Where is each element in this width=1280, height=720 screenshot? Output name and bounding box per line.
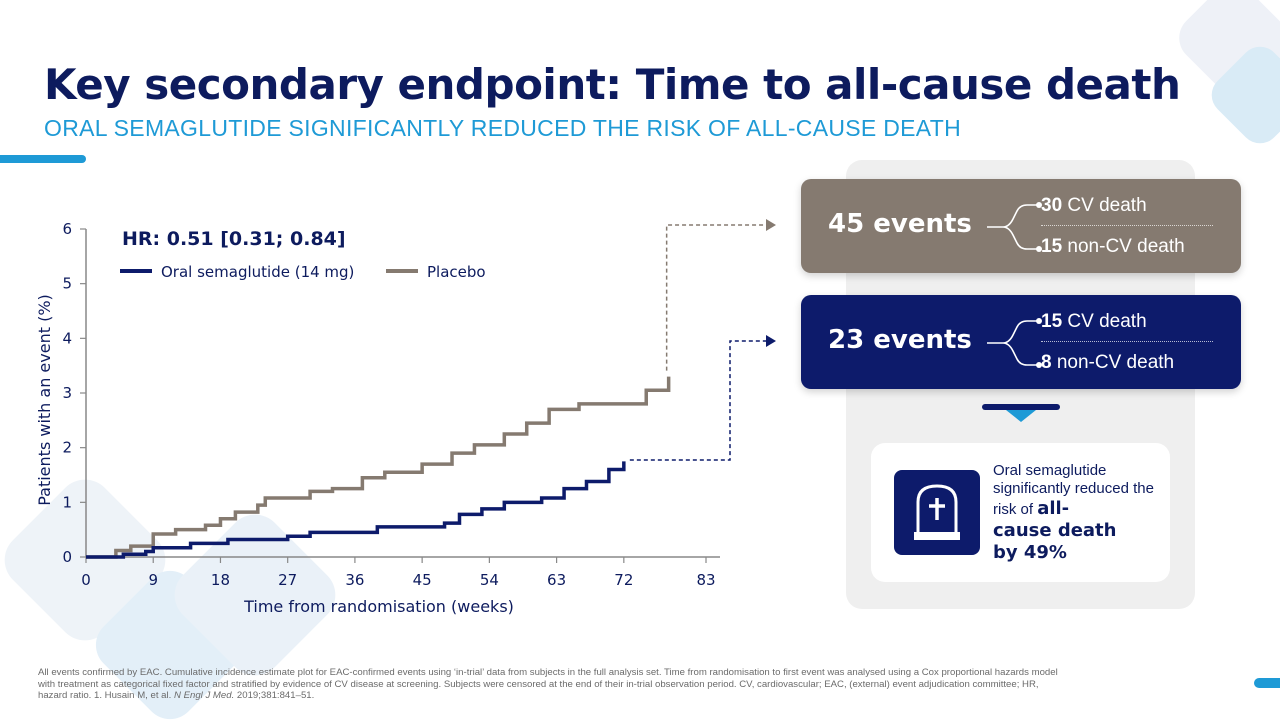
page-title: Key secondary endpoint: Time to all-caus… (44, 60, 1181, 109)
pointer-bar (982, 404, 1060, 410)
chart-lines (86, 376, 671, 559)
y-tick-label: 5 (62, 275, 72, 293)
conclusion-text: Oral semaglutide significantly reduced t… (993, 462, 1154, 563)
x-tick-label: 18 (211, 571, 230, 589)
y-tick-label: 3 (62, 384, 72, 402)
accent-bar (0, 155, 86, 163)
x-tick-label: 9 (148, 571, 158, 589)
separator (1041, 341, 1213, 342)
oral-cv-death: 15 CV death (1041, 311, 1147, 332)
x-tick-label: 63 (547, 571, 566, 589)
y-tick-label: 1 (62, 493, 72, 511)
oral-event-count: 23 events (828, 325, 972, 355)
oral-events-box: 23 events 15 CV death 8 non-CV death (801, 295, 1241, 389)
series-line-oral-semaglutide (86, 461, 626, 559)
connector-placebo-arrow (766, 219, 776, 231)
y-tick-label: 6 (62, 220, 72, 238)
x-tick-label: 0 (81, 571, 91, 589)
connector-oral (629, 340, 766, 461)
tombstone-icon (894, 470, 980, 555)
placebo-event-count: 45 events (828, 209, 972, 239)
legend-label-oral: Oral semaglutide (14 mg) (161, 263, 354, 281)
accent-bar-right (1254, 678, 1280, 688)
placebo-branch-icon (987, 202, 1042, 252)
separator (1041, 225, 1213, 226)
chart-connectors (629, 219, 776, 461)
y-tick-label: 4 (62, 329, 72, 347)
legend-label-placebo: Placebo (427, 263, 486, 281)
chart-legend: Oral semaglutide (14 mg) Placebo (120, 263, 486, 281)
oral-branch-icon (987, 318, 1042, 368)
x-tick-label: 36 (345, 571, 364, 589)
series-line-placebo (86, 376, 671, 559)
placebo-events-box: 45 events 30 CV death 15 non-CV death (801, 179, 1241, 273)
x-tick-label: 72 (614, 571, 633, 589)
x-tick-label: 83 (696, 571, 715, 589)
connector-placebo (665, 224, 766, 371)
placebo-non-cv-death: 15 non-CV death (1041, 236, 1185, 257)
x-tick-label: 45 (413, 571, 432, 589)
x-tick-label: 27 (278, 571, 297, 589)
connector-oral-arrow (766, 335, 776, 347)
y-tick-label: 0 (62, 548, 72, 566)
footnote: All events confirmed by EAC. Cumulative … (38, 667, 1058, 701)
page-subtitle: ORAL SEMAGLUTIDE SIGNIFICANTLY REDUCED T… (44, 115, 961, 141)
y-axis-label: Patients with an event (%) (35, 294, 54, 506)
x-axis-label: Time from randomisation (weeks) (243, 597, 514, 616)
y-tick-label: 2 (62, 439, 72, 457)
conclusion-card: Oral semaglutide significantly reduced t… (871, 443, 1170, 582)
hazard-ratio-annotation: HR: 0.51 [0.31; 0.84] (122, 228, 346, 250)
pointer-triangle (1006, 410, 1036, 422)
x-tick-label: 54 (480, 571, 499, 589)
placebo-cv-death: 30 CV death (1041, 195, 1147, 216)
oral-non-cv-death: 8 non-CV death (1041, 352, 1175, 373)
